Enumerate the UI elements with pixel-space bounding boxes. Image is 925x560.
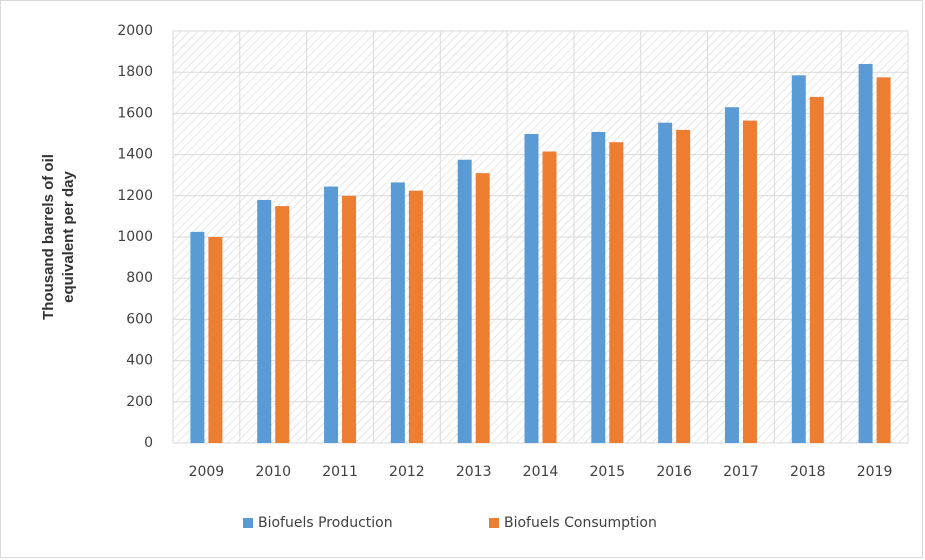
bar — [408, 190, 423, 443]
y-tick-label: 1800 — [117, 64, 153, 80]
x-tick-label: 2017 — [723, 464, 759, 480]
bar — [524, 134, 539, 443]
x-tick-label: 2012 — [389, 464, 425, 480]
bar — [457, 159, 472, 443]
y-tick-label: 600 — [126, 311, 153, 327]
bar — [658, 122, 673, 444]
y-tick-label: 800 — [126, 270, 153, 286]
bar — [475, 173, 490, 443]
bar — [324, 186, 339, 443]
y-tick-label: 1000 — [117, 229, 153, 245]
x-tick-label: 2015 — [589, 464, 625, 480]
y-tick-label: 0 — [144, 435, 153, 451]
x-tick-label: 2014 — [523, 464, 559, 480]
bar — [190, 231, 205, 443]
bar — [390, 182, 405, 443]
x-tick-label: 2018 — [790, 464, 826, 480]
bar — [858, 63, 873, 444]
legend-swatch — [489, 518, 499, 528]
bar — [609, 142, 624, 444]
y-tick-label: 1400 — [117, 147, 153, 163]
x-tick-label: 2013 — [456, 464, 492, 480]
y-tick-label: 400 — [126, 353, 153, 369]
bar — [676, 129, 691, 443]
x-tick-label: 2019 — [857, 464, 893, 480]
x-tick-label: 2011 — [322, 464, 358, 480]
bar — [791, 75, 806, 443]
bar — [257, 199, 272, 443]
bar — [542, 151, 557, 443]
bar — [809, 96, 824, 444]
legend-label: Biofuels Production — [258, 515, 393, 531]
bar — [342, 195, 357, 443]
bar — [876, 77, 891, 443]
bar — [275, 206, 290, 443]
legend-swatch — [243, 518, 253, 528]
x-tick-label: 2010 — [255, 464, 291, 480]
bar — [591, 131, 606, 443]
y-tick-label: 200 — [126, 394, 153, 410]
y-tick-label: 1600 — [117, 105, 153, 121]
x-tick-label: 2016 — [656, 464, 692, 480]
y-axis-title-line: Thousand barrels of oil — [40, 154, 57, 320]
bar — [742, 120, 757, 444]
y-axis-title: Thousand barrels of oil equivalent per d… — [40, 154, 77, 320]
y-tick-label: 2000 — [117, 23, 153, 39]
y-tick-label: 1200 — [117, 188, 153, 204]
x-tick-label: 2009 — [189, 464, 225, 480]
legend-label: Biofuels Consumption — [504, 515, 657, 531]
y-axis-title-line: equivalent per day — [60, 170, 77, 302]
bar — [208, 237, 223, 443]
bar — [724, 107, 739, 443]
